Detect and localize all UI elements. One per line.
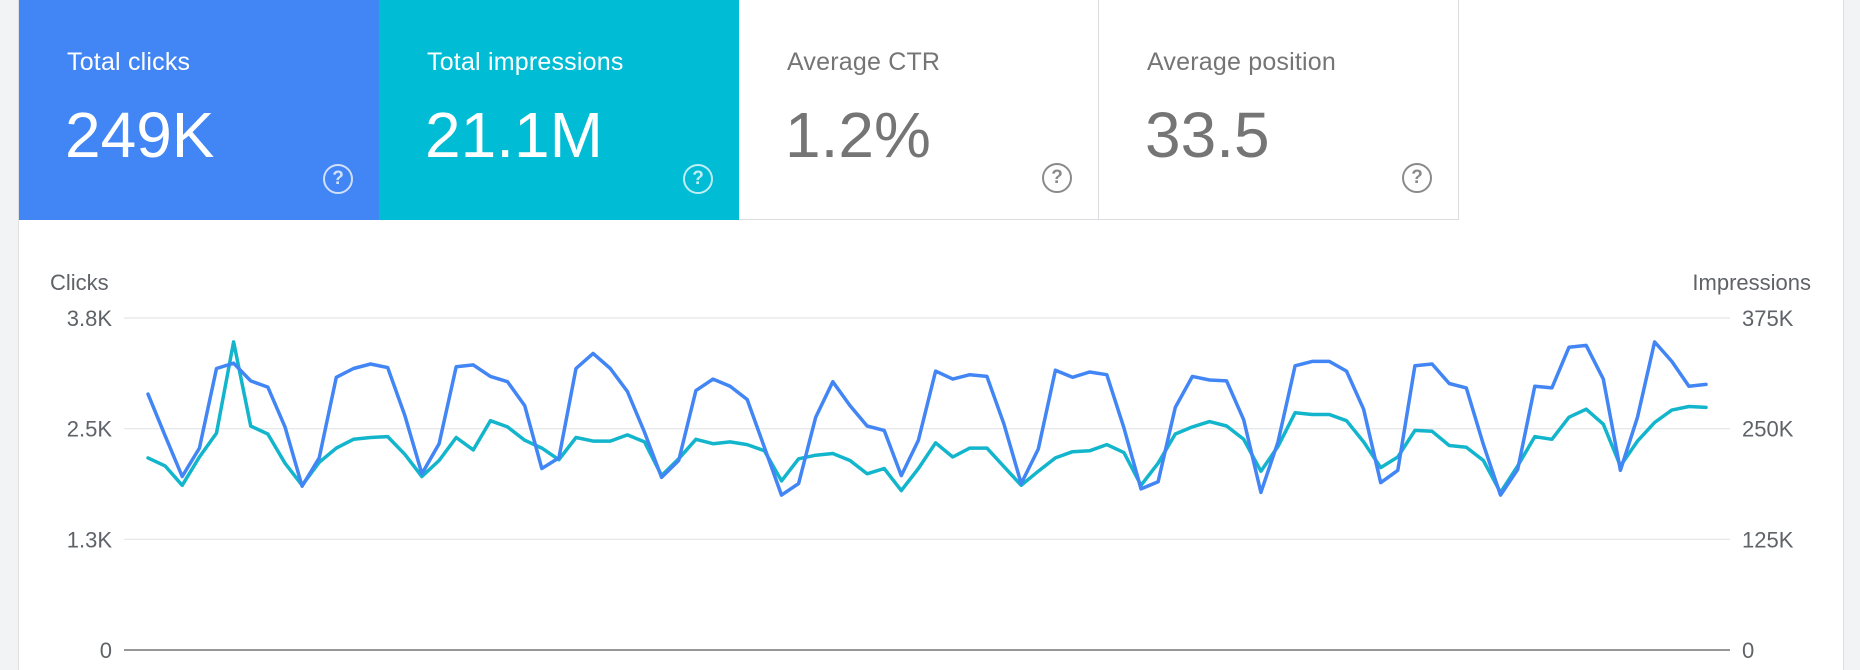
performance-panel: Total clicks 249K ? Total impressions 21… [18,0,1844,670]
left-tick-label: 1.3K [67,527,113,552]
card-label: Total clicks [67,48,191,76]
card-label: Average position [1147,48,1336,76]
card-value: 249K [65,99,215,171]
left-axis-title: Clicks [50,270,109,295]
help-circle-icon[interactable]: ? [1042,163,1072,193]
right-tick-label: 125K [1742,527,1794,552]
card-value: 21.1M [425,99,603,171]
right-axis-title: Impressions [1692,270,1811,295]
impressions-series-line [146,340,1708,495]
average-position-card[interactable]: Average position 33.5 ? [1099,0,1459,220]
right-tick-label: 250K [1742,417,1794,442]
right-axis-ticks: 0 125K 250K 375K [1742,306,1794,663]
left-axis-ticks: 0 1.3K 2.5K 3.8K [67,306,113,663]
help-circle-icon[interactable]: ? [323,164,353,194]
average-ctr-card[interactable]: Average CTR 1.2% ? [739,0,1099,220]
right-tick-label: 0 [1742,638,1754,663]
total-impressions-card[interactable]: Total impressions 21.1M ? [379,0,739,220]
card-label: Total impressions [427,48,624,76]
chart-series [146,340,1708,497]
card-value: 33.5 [1145,99,1270,171]
chart-grid [124,317,1730,651]
help-circle-icon[interactable]: ? [683,164,713,194]
card-value: 1.2% [785,99,931,171]
total-clicks-card[interactable]: Total clicks 249K ? [19,0,379,220]
left-tick-label: 2.5K [67,417,113,442]
left-tick-label: 3.8K [67,306,113,331]
help-circle-icon[interactable]: ? [1402,163,1432,193]
card-label: Average CTR [787,48,941,76]
right-tick-label: 375K [1742,306,1794,331]
metric-cards: Total clicks 249K ? Total impressions 21… [19,0,1459,220]
clicks-series-line [146,340,1708,497]
left-tick-label: 0 [100,638,112,663]
